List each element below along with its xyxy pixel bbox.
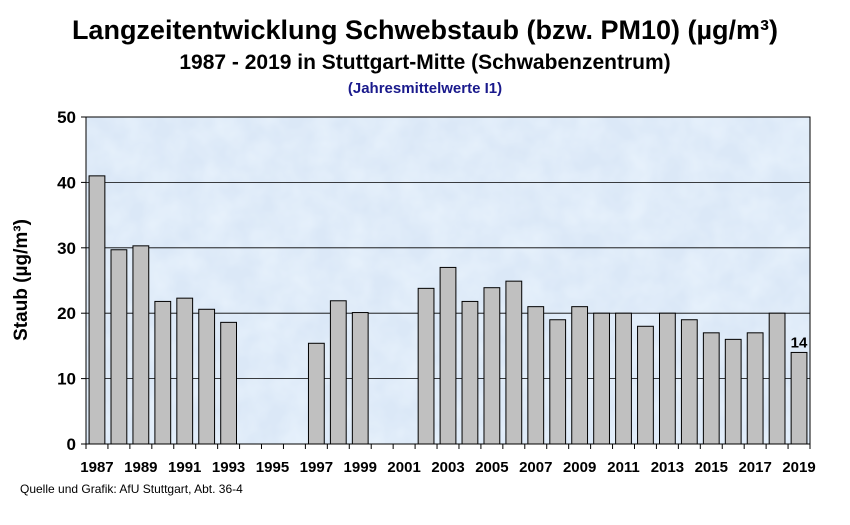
y-tick-label: 0 [67,435,76,454]
chart-title: Langzeitentwicklung Schwebstaub (bzw. PM… [71,15,779,45]
bar-2017 [746,332,764,445]
y-tick-label: 40 [57,173,76,192]
bar-1999 [351,312,369,445]
x-tick-label: 2019 [782,459,815,476]
bar-2009 [571,306,589,445]
bar-2015 [702,332,720,445]
bar-2019 [790,351,808,445]
bar-2005 [483,287,501,445]
x-tick-label: 2007 [519,459,552,476]
x-tick-label: 1991 [168,459,201,476]
bar-2004 [461,300,479,445]
y-tick-label: 20 [57,304,76,323]
bar-2003 [439,266,457,445]
x-tick-label: 1999 [344,459,377,476]
bar-2012 [637,325,654,445]
x-tick-label: 2009 [563,459,596,476]
x-tick-label: 2013 [651,459,684,476]
x-tick-label: 2017 [738,459,771,476]
y-tick-label: 50 [57,108,76,127]
x-tick-label: 1989 [124,459,157,476]
x-tick-label: 1993 [212,459,245,476]
x-tick-label: 2005 [475,459,508,476]
bar-2013 [658,312,676,445]
y-tick-label: 30 [57,239,76,258]
chart-subtitle-note: (Jahresmittelwerte I1) [347,80,503,97]
bar-1989 [132,245,150,445]
x-tick-labels: 1987 1989 1991 1993 1995 1997 1999 2001 2003 2005… [80,459,815,476]
bar-2006 [505,280,523,445]
x-tick-label: 1997 [300,459,333,476]
bar-2007 [527,306,545,445]
bar-1992 [198,308,216,445]
chart-subtitle: 1987 - 2019 in Stuttgart-Mitte (Schwaben… [179,51,671,74]
bar-1997 [307,342,325,445]
x-tick-label: 2003 [431,459,464,476]
bar-2016 [724,338,742,445]
x-tick-label: 2015 [695,459,728,476]
bar-1988 [110,249,128,445]
axes [81,116,811,449]
x-tick-label: 1995 [256,459,289,476]
plot-border [85,116,811,445]
bar-1990 [154,300,172,445]
bar-2010 [593,312,610,445]
bars [88,175,808,445]
y-tick-label: 10 [57,370,76,389]
bar-2002 [417,287,435,445]
bar-chart: 0 10 20 30 40 50 1987 1989 1991 1993 1995 1997 1999… [11,108,816,476]
bar-2018 [768,312,786,445]
annotations: 14 [791,334,808,351]
bar-1998 [329,300,347,445]
bar-1987 [88,175,106,445]
bar-1993 [220,321,238,445]
x-tick-label: 2001 [387,459,420,476]
bar-2014 [680,319,698,445]
bar-2008 [549,319,567,445]
bar-1991 [176,297,194,445]
x-tick-label: 2011 [607,459,640,476]
y-axis-label: Staub (µg/m³) [11,219,32,341]
bar-2011 [615,312,632,445]
x-tick-label: 1987 [80,459,113,476]
source-credit: Quelle und Grafik: AfU Stuttgart, Abt. 3… [20,482,243,496]
data-label: 14 [791,334,808,351]
y-tick-labels: 0 10 20 30 40 50 [57,108,76,454]
